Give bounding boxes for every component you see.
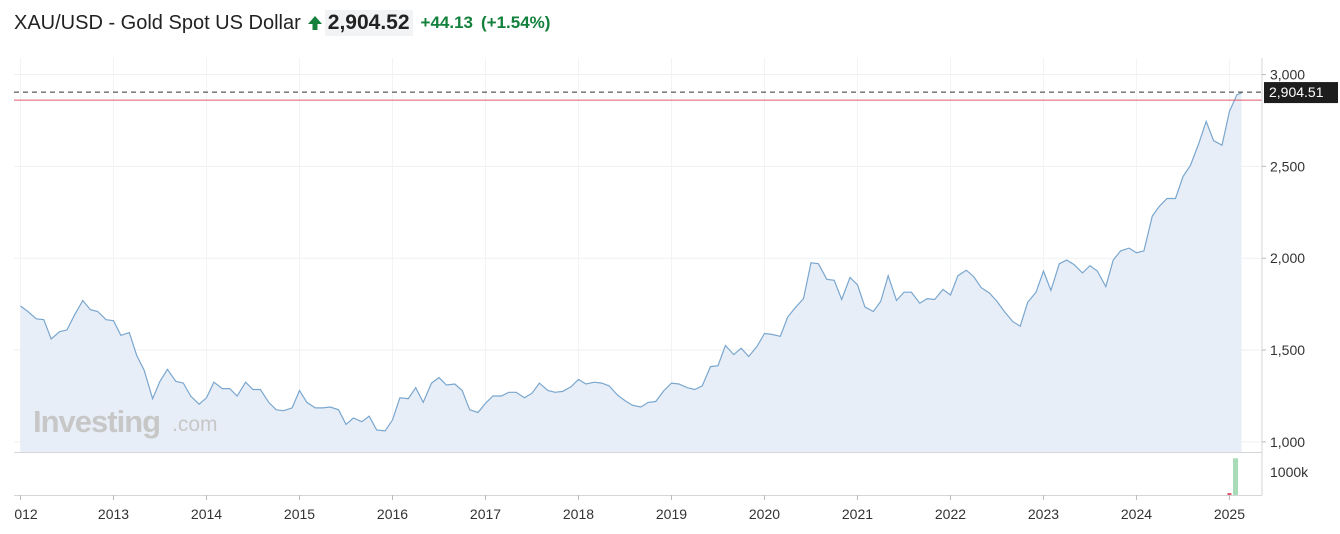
last-price-label-text: 2,904.51 <box>1269 84 1324 100</box>
x-tick-label-3: 2015 <box>284 506 315 522</box>
last-price: 2,904.52 <box>324 10 413 36</box>
chart-header: XAU/USD - Gold Spot US Dollar 2,904.52 +… <box>14 8 550 38</box>
volume-pane <box>1227 458 1239 495</box>
y-tick-label-4: 3,000 <box>1270 67 1305 83</box>
last-price-label-box <box>1264 82 1338 104</box>
y-axis-ticks: 1,000 1,500 2,000 2,500 3,000 <box>1262 67 1305 450</box>
y-tick-label-3: 2,500 <box>1270 158 1305 174</box>
volume-bar-0 <box>1233 458 1239 495</box>
x-tick-label-11: 2023 <box>1028 506 1059 522</box>
price-change-percent: (+1.54%) <box>481 13 551 32</box>
axes <box>14 58 1263 496</box>
x-tick-label-9: 2021 <box>842 506 873 522</box>
x-tick-label-13: 2025 <box>1214 506 1245 522</box>
x-tick-label-5: 2017 <box>470 506 501 522</box>
price-area <box>20 92 1242 453</box>
x-tick-label-12: 2024 <box>1121 506 1152 522</box>
investing-watermark: Investing .com <box>33 404 218 439</box>
x-tick-label-10: 2022 <box>935 506 966 522</box>
volume-bar-1 <box>1227 493 1232 495</box>
price-change: +44.13 <box>420 13 473 32</box>
x-tick-label-4: 2016 <box>377 506 408 522</box>
x-tick-label-2: 2014 <box>191 506 222 522</box>
y-tick-label-0: 1,000 <box>1270 434 1305 450</box>
y-tick-label-1: 1,500 <box>1270 342 1305 358</box>
x-tick-label-6: 2018 <box>563 506 594 522</box>
x-tick-label-0: 012 <box>14 506 38 522</box>
price-line <box>20 92 1242 432</box>
last-price-label: 2,904.51 <box>1264 82 1338 104</box>
x-tick-label-1: 2013 <box>98 506 129 522</box>
x-tick-label-8: 2020 <box>749 506 780 522</box>
x-axis-ticks: 012 2013 2014 2015 2016 2017 2018 2019 2020 2021 2… <box>14 495 1245 522</box>
watermark-suffix: .com <box>172 413 218 436</box>
instrument-title: XAU/USD - Gold Spot US Dollar <box>14 11 301 34</box>
x-tick-label-7: 2019 <box>656 506 687 522</box>
up-arrow-icon <box>307 16 322 30</box>
watermark-brand: Investing <box>33 404 160 439</box>
y-tick-label-2: 2,000 <box>1270 250 1305 266</box>
volume-tick-label: 1000k <box>1270 464 1309 480</box>
